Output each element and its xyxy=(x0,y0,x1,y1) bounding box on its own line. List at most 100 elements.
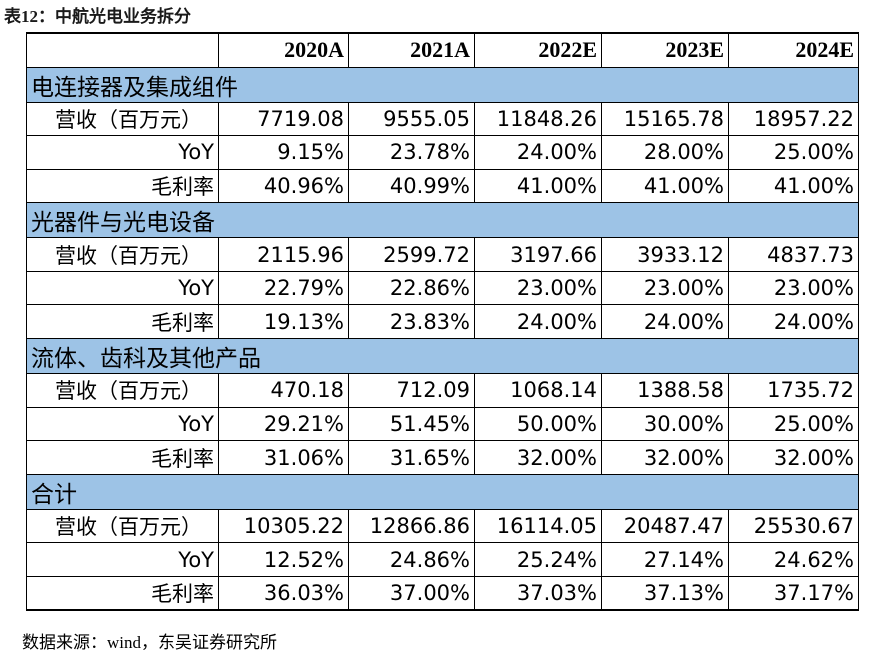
header-row: 2020A 2021A 2022E 2023E 2024E xyxy=(26,32,859,68)
value-cell: 470.18 xyxy=(218,373,349,408)
value-cell: 1068.14 xyxy=(474,373,602,408)
value-cell: 16114.05 xyxy=(474,508,602,544)
value-cell: 31.06% xyxy=(218,440,349,475)
value-cell: 32.00% xyxy=(474,440,602,475)
value-cell: 12866.86 xyxy=(348,508,475,544)
section-row: 流体、齿科及其他产品 xyxy=(26,338,859,375)
value-cell: 4837.73 xyxy=(728,237,859,272)
value-cell: 41.00% xyxy=(728,168,859,204)
value-cell: 37.00% xyxy=(348,576,475,612)
value-cell: 28.00% xyxy=(601,135,729,170)
data-row: 营收（百万元） 2115.96 2599.72 3197.66 3933.12 4837.… xyxy=(26,237,859,272)
value-cell: 22.86% xyxy=(348,270,475,306)
section-label: 电连接器及集成组件 xyxy=(26,66,859,103)
value-cell: 50.00% xyxy=(474,406,602,442)
row-label: 毛利率 xyxy=(26,576,219,612)
section-label: 合计 xyxy=(26,473,859,510)
section-row: 光器件与光电设备 xyxy=(26,202,859,239)
value-cell: 24.00% xyxy=(474,135,602,170)
section-row: 合计 xyxy=(26,473,859,510)
data-row: 营收（百万元） 7719.08 9555.05 11848.26 15165.78 189… xyxy=(26,101,859,137)
value-cell: 15165.78 xyxy=(601,101,729,137)
value-cell: 41.00% xyxy=(601,168,729,204)
value-cell: 18957.22 xyxy=(728,101,859,137)
row-label: 毛利率 xyxy=(26,168,219,204)
value-cell: 24.00% xyxy=(601,304,729,340)
value-cell: 22.79% xyxy=(218,270,349,306)
value-cell: 9555.05 xyxy=(348,101,475,137)
data-row: YoY 12.52% 24.86% 25.24% 27.14% 24.62% xyxy=(26,542,859,578)
value-cell: 23.83% xyxy=(348,304,475,340)
row-label: 毛利率 xyxy=(26,304,219,340)
data-row: YoY 9.15% 23.78% 24.00% 28.00% 25.00% xyxy=(26,135,859,170)
data-row: 毛利率 40.96% 40.99% 41.00% 41.00% 41.00% xyxy=(26,168,859,204)
value-cell: 23.00% xyxy=(474,270,602,306)
row-label: 营收（百万元） xyxy=(26,237,219,272)
source-note: 数据来源：wind，东吴证券研究所 xyxy=(22,633,277,652)
value-cell: 31.65% xyxy=(348,440,475,475)
data-row: 营收（百万元） 10305.22 12866.86 16114.05 20487.47 2… xyxy=(26,508,859,544)
value-cell: 36.03% xyxy=(218,576,349,612)
row-label: 毛利率 xyxy=(26,440,219,475)
value-cell: 25530.67 xyxy=(728,508,859,544)
data-table: 2020A 2021A 2022E 2023E 2024E 电连接器及集成组件 营收（百万元… xyxy=(26,32,859,612)
section-row: 电连接器及集成组件 xyxy=(26,66,859,103)
value-cell: 25.00% xyxy=(728,406,859,442)
value-cell: 11848.26 xyxy=(474,101,602,137)
data-row: 营收（百万元） 470.18 712.09 1068.14 1388.58 1735.72 xyxy=(26,373,859,408)
header-cell: 2021A xyxy=(348,32,475,68)
value-cell: 2115.96 xyxy=(218,237,349,272)
value-cell: 37.17% xyxy=(728,576,859,612)
value-cell: 7719.08 xyxy=(218,101,349,137)
value-cell: 3933.12 xyxy=(601,237,729,272)
value-cell: 23.78% xyxy=(348,135,475,170)
row-label: YoY xyxy=(26,270,219,306)
row-label: YoY xyxy=(26,135,219,170)
value-cell: 23.00% xyxy=(601,270,729,306)
value-cell: 1735.72 xyxy=(728,373,859,408)
value-cell: 40.99% xyxy=(348,168,475,204)
value-cell: 19.13% xyxy=(218,304,349,340)
row-label: YoY xyxy=(26,406,219,442)
data-row: YoY 29.21% 51.45% 50.00% 30.00% 25.00% xyxy=(26,406,859,442)
value-cell: 30.00% xyxy=(601,406,729,442)
value-cell: 1388.58 xyxy=(601,373,729,408)
value-cell: 37.13% xyxy=(601,576,729,612)
row-label: YoY xyxy=(26,542,219,578)
header-cell: 2024E xyxy=(728,32,859,68)
value-cell: 40.96% xyxy=(218,168,349,204)
data-row: YoY 22.79% 22.86% 23.00% 23.00% 23.00% xyxy=(26,270,859,306)
value-cell: 2599.72 xyxy=(348,237,475,272)
header-cell: 2022E xyxy=(474,32,602,68)
value-cell: 37.03% xyxy=(474,576,602,612)
value-cell: 24.00% xyxy=(474,304,602,340)
value-cell: 12.52% xyxy=(218,542,349,578)
header-cell xyxy=(26,32,219,68)
data-row: 毛利率 36.03% 37.00% 37.03% 37.13% 37.17% xyxy=(26,576,859,612)
value-cell: 23.00% xyxy=(728,270,859,306)
value-cell: 24.62% xyxy=(728,542,859,578)
value-cell: 29.21% xyxy=(218,406,349,442)
section-label: 光器件与光电设备 xyxy=(26,202,859,239)
value-cell: 25.00% xyxy=(728,135,859,170)
value-cell: 9.15% xyxy=(218,135,349,170)
table-title: 表12：中航光电业务拆分 xyxy=(4,7,191,26)
row-label: 营收（百万元） xyxy=(26,508,219,544)
header-cell: 2020A xyxy=(218,32,349,68)
row-label: 营收（百万元） xyxy=(26,101,219,137)
section-label: 流体、齿科及其他产品 xyxy=(26,338,859,375)
value-cell: 712.09 xyxy=(348,373,475,408)
value-cell: 25.24% xyxy=(474,542,602,578)
value-cell: 24.86% xyxy=(348,542,475,578)
data-row: 毛利率 19.13% 23.83% 24.00% 24.00% 24.00% xyxy=(26,304,859,340)
value-cell: 27.14% xyxy=(601,542,729,578)
data-row: 毛利率 31.06% 31.65% 32.00% 32.00% 32.00% xyxy=(26,440,859,475)
value-cell: 32.00% xyxy=(601,440,729,475)
value-cell: 32.00% xyxy=(728,440,859,475)
value-cell: 3197.66 xyxy=(474,237,602,272)
header-cell: 2023E xyxy=(601,32,729,68)
value-cell: 24.00% xyxy=(728,304,859,340)
row-label: 营收（百万元） xyxy=(26,373,219,408)
value-cell: 41.00% xyxy=(474,168,602,204)
